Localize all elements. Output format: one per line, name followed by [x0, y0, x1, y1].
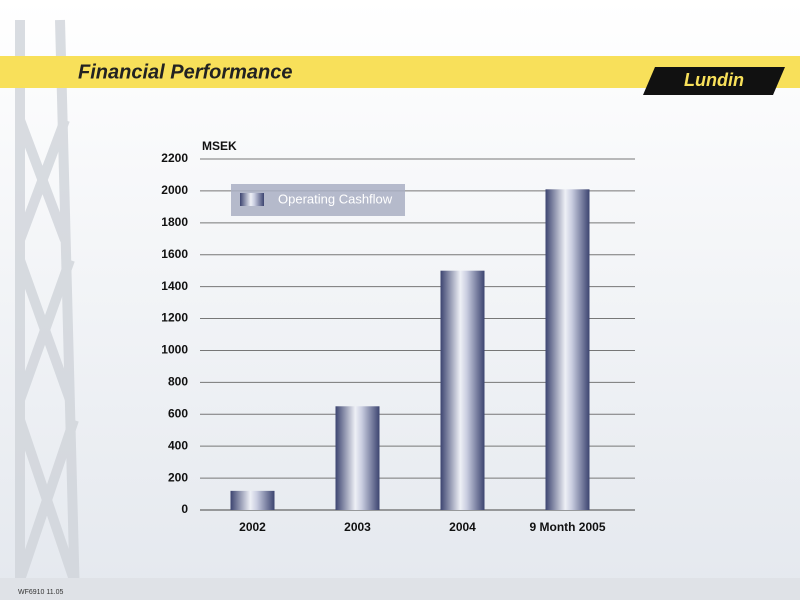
- logo: Lundin: [684, 70, 744, 90]
- bar: [335, 406, 380, 510]
- y-tick-label: 600: [168, 406, 188, 420]
- y-tick-label: 1600: [161, 247, 188, 261]
- legend-swatch: [240, 193, 264, 206]
- x-tick-label: 2002: [239, 520, 266, 534]
- x-tick-label: 2004: [449, 520, 476, 534]
- y-tick-label: 0: [181, 502, 188, 516]
- footer-code: WF6910 11.05: [18, 589, 64, 596]
- footer-band: [0, 578, 800, 600]
- y-tick-label: 1400: [161, 279, 188, 293]
- slide-title: Financial Performance: [78, 61, 293, 83]
- x-tick-label: 9 Month 2005: [529, 520, 605, 534]
- tower-silhouette: [15, 19, 80, 601]
- x-tick-label: 2003: [344, 520, 371, 534]
- y-tick-label: 400: [168, 438, 188, 452]
- bar: [545, 189, 590, 510]
- legend-label: Operating Cashflow: [278, 191, 393, 206]
- logo-plate: [643, 67, 785, 95]
- y-tick-label: 2000: [161, 183, 188, 197]
- y-tick-label: 1800: [161, 215, 188, 229]
- bar: [440, 270, 485, 510]
- y-tick-label: 200: [168, 470, 188, 484]
- y-tick-label: 1200: [161, 311, 188, 325]
- y-tick-label: 1000: [161, 343, 188, 357]
- y-tick-label: 800: [168, 375, 188, 389]
- y-axis-label: MSEK: [202, 139, 237, 153]
- y-tick-label: 2200: [161, 151, 188, 165]
- bar: [230, 490, 275, 510]
